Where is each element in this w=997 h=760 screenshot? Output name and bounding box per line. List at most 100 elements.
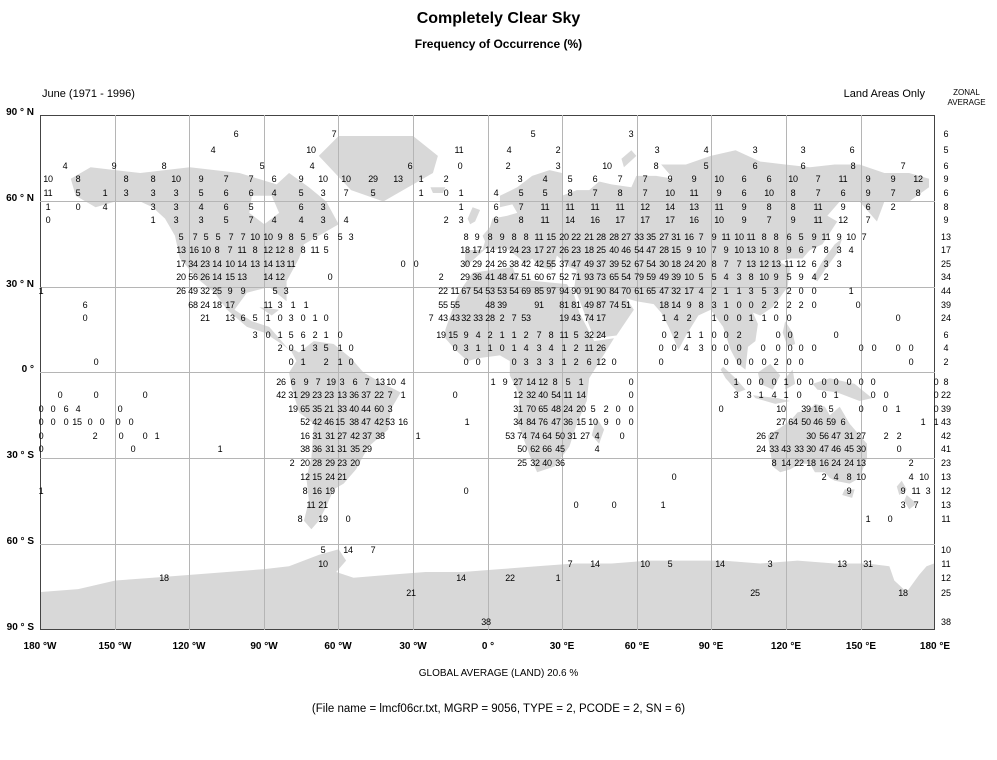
page-subtitle: Frequency of Occurrence (%) bbox=[414, 37, 583, 51]
map-value: 42 bbox=[534, 259, 544, 269]
map-value: 2 bbox=[773, 357, 779, 367]
map-value: 24 bbox=[756, 444, 766, 454]
map-value: 2 bbox=[443, 174, 449, 184]
map-value: 0 bbox=[723, 357, 729, 367]
map-value: 27 bbox=[580, 431, 590, 441]
map-value: 1 bbox=[277, 330, 283, 340]
map-value: 28 bbox=[312, 458, 322, 468]
map-value: 23 bbox=[521, 245, 531, 255]
map-value: 4 bbox=[542, 174, 548, 184]
map-value: 4 bbox=[493, 188, 499, 198]
map-value: 2 bbox=[523, 330, 529, 340]
map-value: 1 bbox=[723, 286, 729, 296]
map-value: 13 bbox=[250, 259, 260, 269]
map-value: 6 bbox=[223, 202, 229, 212]
map-value: 8 bbox=[297, 514, 303, 524]
map-value: 1 bbox=[265, 313, 271, 323]
map-value: 68 bbox=[188, 300, 198, 310]
map-value: 0 bbox=[300, 313, 306, 323]
map-value: 0 bbox=[846, 377, 852, 387]
map-value: 10 bbox=[386, 377, 396, 387]
map-value: 35 bbox=[646, 232, 656, 242]
map-value: 4 bbox=[683, 343, 689, 353]
map-value: 7 bbox=[736, 259, 742, 269]
map-value: 11 bbox=[784, 259, 794, 269]
map-value: 2 bbox=[505, 161, 511, 171]
map-value: 11 bbox=[306, 500, 316, 510]
map-value: 1 bbox=[920, 417, 926, 427]
map-value: 8 bbox=[567, 188, 573, 198]
coverage-label: Land Areas Only bbox=[843, 88, 925, 100]
map-value: 0 bbox=[933, 377, 939, 387]
map-value: 35 bbox=[312, 404, 322, 414]
map-value: 6 bbox=[248, 188, 254, 198]
map-value: 2 bbox=[603, 404, 609, 414]
map-value: 0 bbox=[821, 390, 827, 400]
map-value: 31 bbox=[325, 444, 335, 454]
map-value: 37 bbox=[362, 431, 372, 441]
map-value: 39 bbox=[801, 404, 811, 414]
map-value: 15 bbox=[671, 245, 681, 255]
map-value: 46 bbox=[324, 417, 334, 427]
map-value: 56 bbox=[188, 272, 198, 282]
map-value: 7 bbox=[536, 330, 542, 340]
map-value: 0 bbox=[38, 404, 44, 414]
latitude-label: 0 ° bbox=[21, 364, 34, 375]
map-value: 0 bbox=[786, 357, 792, 367]
map-value: 35 bbox=[350, 444, 360, 454]
map-value: 48 bbox=[497, 272, 507, 282]
map-value: 47 bbox=[831, 431, 841, 441]
map-value: 3 bbox=[536, 343, 542, 353]
map-value: 14 bbox=[212, 272, 222, 282]
map-value: 0 bbox=[117, 404, 123, 414]
map-value: 46 bbox=[621, 245, 631, 255]
map-value: 7 bbox=[890, 188, 896, 198]
map-value: 7 bbox=[711, 245, 717, 255]
map-value: 8 bbox=[523, 232, 529, 242]
map-value: 0 bbox=[833, 330, 839, 340]
map-value: 16 bbox=[590, 215, 600, 225]
map-value: 4 bbox=[75, 404, 81, 414]
map-value: 10 bbox=[318, 174, 328, 184]
map-value: 4 bbox=[343, 215, 349, 225]
map-value: 18 bbox=[806, 458, 816, 468]
map-value: 4 bbox=[271, 188, 277, 198]
map-value: 14 bbox=[263, 259, 273, 269]
map-value: 19 bbox=[436, 330, 446, 340]
map-value: 0 bbox=[115, 417, 121, 427]
map-value: 23 bbox=[200, 259, 210, 269]
map-value: 32 bbox=[461, 313, 471, 323]
map-value: 0 bbox=[796, 377, 802, 387]
map-value: 20 bbox=[696, 259, 706, 269]
map-value: 7 bbox=[642, 188, 648, 198]
map-value: 5 bbox=[75, 188, 81, 198]
map-value: 74 bbox=[609, 300, 619, 310]
map-value: 8 bbox=[252, 245, 258, 255]
map-value: 7 bbox=[567, 559, 573, 569]
map-value: 15 bbox=[576, 417, 586, 427]
map-value: 21 bbox=[200, 313, 210, 323]
map-value: 70 bbox=[526, 404, 536, 414]
map-value: 32 bbox=[530, 458, 540, 468]
map-value: 29 bbox=[325, 458, 335, 468]
map-value: 3 bbox=[288, 313, 294, 323]
longitude-label: 180 °E bbox=[919, 641, 951, 652]
map-value: 0 bbox=[671, 343, 677, 353]
map-value: 2 bbox=[711, 286, 717, 296]
map-value: 27 bbox=[337, 431, 347, 441]
map-value: 6 bbox=[798, 245, 804, 255]
map-value: 0 bbox=[798, 286, 804, 296]
map-value: 1 bbox=[723, 300, 729, 310]
map-value: 0 bbox=[811, 300, 817, 310]
map-value: 19 bbox=[326, 377, 336, 387]
map-value: 0 bbox=[771, 377, 777, 387]
map-value: 0 bbox=[748, 300, 754, 310]
map-value: 47 bbox=[646, 245, 656, 255]
map-value: 1 bbox=[154, 431, 160, 441]
map-value: 7 bbox=[698, 232, 704, 242]
map-value: 20 bbox=[300, 458, 310, 468]
map-value: 94 bbox=[559, 286, 569, 296]
map-value: 7 bbox=[192, 232, 198, 242]
longitude-label: 180 °W bbox=[23, 641, 57, 652]
map-value: 5 bbox=[203, 232, 209, 242]
